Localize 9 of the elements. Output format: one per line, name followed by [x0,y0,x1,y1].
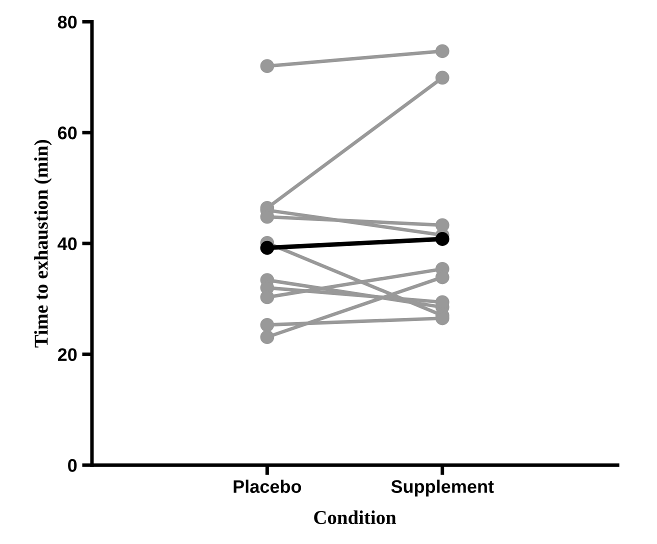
x-tick-label: Supplement [391,480,494,497]
x-tick-label: Placebo [234,480,302,493]
y-axis-title: Time to exhaustion (min) [34,140,52,348]
x-axis-title: Condition [314,510,396,524]
y-tick-label: 40 [58,237,77,250]
y-tick-label: 20 [58,348,77,361]
y-tick-label: 60 [58,126,77,140]
y-tick-label: 80 [58,16,77,28]
y-tick-label: 0 [68,459,77,472]
